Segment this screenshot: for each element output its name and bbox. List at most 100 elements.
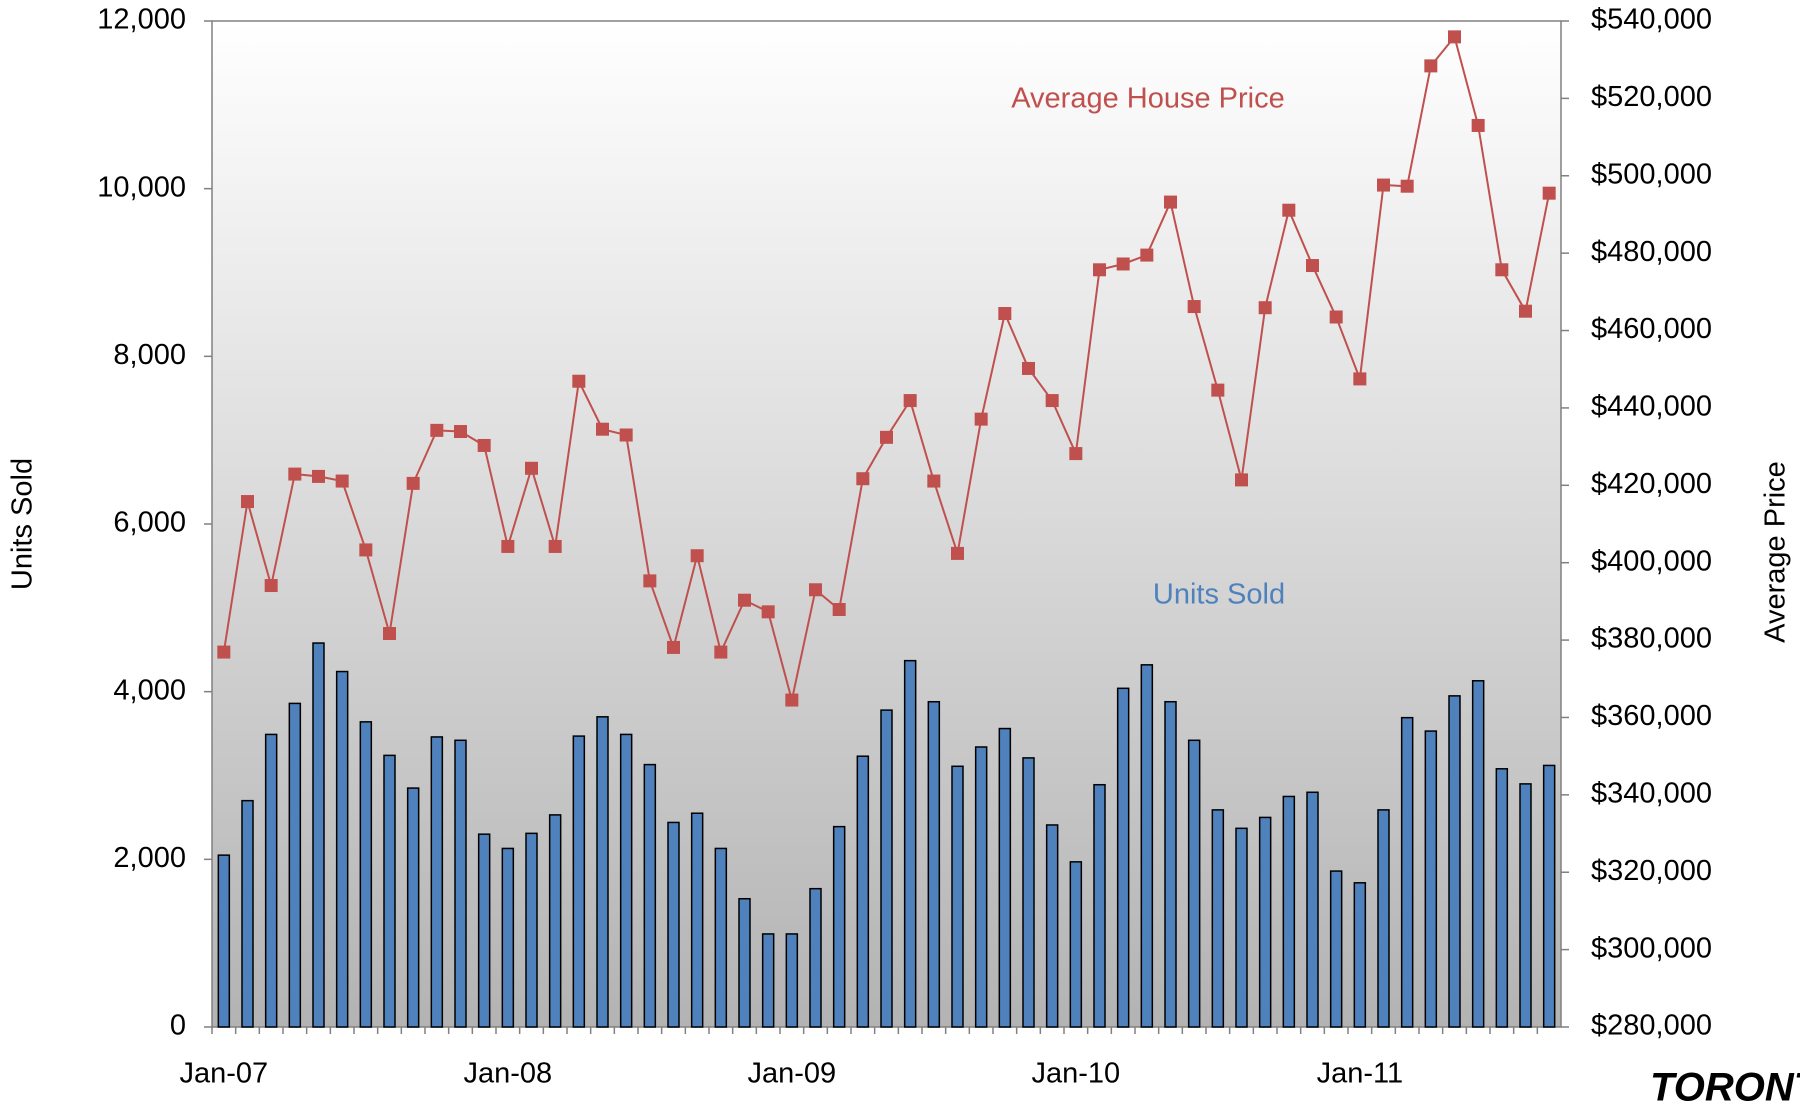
bar <box>1164 700 1177 1028</box>
x-tick-label: Jan-07 <box>179 1058 268 1090</box>
bar <box>1235 827 1248 1028</box>
point <box>430 423 444 437</box>
bar <box>1045 824 1059 1028</box>
bar <box>1495 768 1509 1028</box>
point <box>998 307 1012 321</box>
y2-tick-label: $440,000 <box>1591 391 1712 423</box>
point <box>454 425 467 439</box>
point <box>383 626 396 640</box>
bar <box>1519 783 1532 1028</box>
y2-tick-label: $340,000 <box>1591 778 1712 810</box>
y2-tick-label: $420,000 <box>1591 468 1712 500</box>
y-tick-label: 10,000 <box>97 171 186 203</box>
point <box>1164 195 1177 209</box>
bar <box>714 847 728 1028</box>
x-tick-label: Jan-09 <box>747 1058 836 1090</box>
bar <box>761 933 775 1028</box>
y2-tick-label: $500,000 <box>1591 158 1712 190</box>
point <box>1258 301 1272 315</box>
bar <box>596 716 609 1028</box>
bar <box>1282 795 1296 1028</box>
y-tick-label: 4,000 <box>113 674 186 706</box>
bar <box>927 700 941 1028</box>
point <box>1045 394 1059 408</box>
point <box>548 539 562 553</box>
bar <box>643 763 657 1028</box>
point <box>927 474 941 488</box>
bar <box>454 739 467 1028</box>
bar <box>312 642 325 1028</box>
point <box>596 422 609 436</box>
bar <box>880 709 893 1028</box>
bar <box>572 735 586 1028</box>
x-tick-label: Jan-10 <box>1031 1058 1120 1090</box>
bar <box>383 754 396 1028</box>
annotation: Average House Price <box>1011 83 1285 115</box>
point <box>1116 257 1130 271</box>
bar <box>477 833 491 1028</box>
bar <box>1353 882 1367 1028</box>
point <box>880 430 893 444</box>
bar <box>1069 861 1083 1028</box>
bar <box>690 812 704 1028</box>
y-tick-label: 8,000 <box>113 339 186 371</box>
bar <box>1116 687 1130 1028</box>
bar <box>501 847 515 1028</box>
bar <box>1448 695 1461 1028</box>
point <box>359 543 373 557</box>
bar <box>998 727 1012 1028</box>
point <box>1140 248 1154 262</box>
point <box>1448 30 1461 44</box>
point <box>264 579 278 593</box>
bar <box>1424 730 1438 1028</box>
y2-tick-label: $280,000 <box>1591 1010 1712 1042</box>
y-axis-label: Units Sold <box>7 458 39 590</box>
point <box>1519 304 1532 318</box>
y2-tick-label: $480,000 <box>1591 236 1712 268</box>
point <box>217 645 231 659</box>
point <box>856 472 870 486</box>
bar <box>1329 870 1343 1028</box>
bar <box>241 799 254 1028</box>
bar <box>856 755 870 1028</box>
bar <box>1306 791 1319 1028</box>
point <box>1471 118 1485 132</box>
point <box>690 549 704 563</box>
bar <box>335 670 349 1028</box>
y-tick-label: 12,000 <box>97 4 186 36</box>
point <box>643 574 657 588</box>
bar <box>832 825 846 1028</box>
bar <box>1542 764 1556 1028</box>
point <box>1282 203 1296 217</box>
point <box>761 605 775 619</box>
point <box>525 461 538 475</box>
bar <box>667 821 680 1028</box>
point <box>288 467 302 481</box>
bar <box>1258 816 1272 1028</box>
bar <box>1022 757 1035 1028</box>
y2-tick-label: $380,000 <box>1591 623 1712 655</box>
bar <box>1140 664 1154 1028</box>
bar <box>525 832 538 1028</box>
bar <box>1400 716 1414 1028</box>
y2-tick-label: $320,000 <box>1591 855 1712 887</box>
bar <box>785 933 799 1028</box>
point <box>1377 178 1390 192</box>
point <box>738 593 751 607</box>
point <box>809 583 822 597</box>
bar <box>288 702 302 1028</box>
point <box>501 539 515 553</box>
point <box>335 474 349 488</box>
x-tick-label: Jan-08 <box>463 1058 552 1090</box>
point <box>1022 361 1035 375</box>
bar <box>1187 739 1201 1028</box>
bar <box>264 733 278 1028</box>
point <box>1235 473 1248 487</box>
x-tick-label: Jan-11 <box>1317 1058 1404 1090</box>
point <box>1353 372 1367 386</box>
bar <box>548 814 562 1028</box>
bar <box>1093 783 1106 1028</box>
point <box>312 469 325 483</box>
y2-tick-label: $360,000 <box>1591 700 1712 732</box>
